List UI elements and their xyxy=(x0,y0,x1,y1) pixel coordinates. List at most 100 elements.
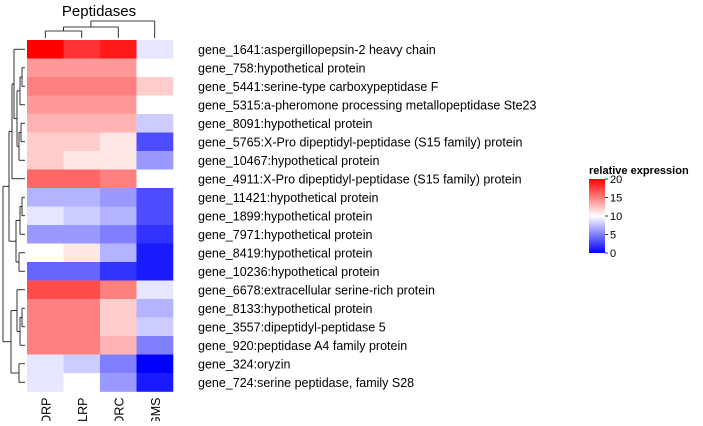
heatmap-cell xyxy=(100,58,137,78)
heatmap-cell xyxy=(63,280,101,300)
column-dendrogram xyxy=(44,20,156,38)
heatmap-cell xyxy=(136,354,174,374)
heatmap-cell xyxy=(27,317,64,337)
row-label: gene_8133:hypothetical protein xyxy=(198,302,372,316)
row-label: gene_920:peptidase A4 family protein xyxy=(198,339,407,353)
heatmap-cell xyxy=(63,151,101,170)
heatmap-cell xyxy=(100,169,137,189)
heatmap-cell xyxy=(27,206,64,226)
heatmap-cell xyxy=(27,225,64,244)
heatmap-cell xyxy=(100,225,137,244)
row-label: gene_324:oryzin xyxy=(198,357,290,371)
heatmap-cell xyxy=(100,299,137,318)
heatmap-cell xyxy=(63,169,101,189)
heatmap-cell xyxy=(63,188,101,207)
heatmap-cell xyxy=(136,58,174,78)
heatmap-cell xyxy=(136,114,174,133)
heatmap-cell xyxy=(27,243,64,263)
row-label: gene_4911:X-Pro dipeptidyl-peptidase (S1… xyxy=(198,172,522,186)
heatmap-cell xyxy=(63,373,101,392)
heatmap-cell xyxy=(27,280,64,300)
heatmap-cell xyxy=(136,262,174,281)
heatmap-cell xyxy=(100,373,137,392)
legend-tick-label: 10 xyxy=(610,211,622,223)
heatmap-cell xyxy=(63,40,101,59)
heatmap-cell xyxy=(63,132,101,152)
heatmap-cell xyxy=(63,206,101,226)
heatmap-cell xyxy=(136,373,174,392)
heatmap-cell xyxy=(27,58,64,78)
legend-tick-label: 15 xyxy=(610,193,622,205)
heatmap-cells xyxy=(27,40,174,392)
column-label: DRP xyxy=(39,398,53,422)
heatmap-cell xyxy=(136,169,174,189)
heatmap-cell xyxy=(63,225,101,244)
heatmap-cell xyxy=(100,317,137,337)
column-label: LRP xyxy=(76,398,90,422)
chart-title: Peptidases xyxy=(62,3,136,20)
heatmap-cell xyxy=(136,77,174,96)
heatmap-cell xyxy=(100,77,137,96)
heatmap-cell xyxy=(27,262,64,281)
heatmap-cell xyxy=(136,188,174,207)
row-labels: gene_1641:aspergillopepsin-2 heavy chain… xyxy=(198,43,536,390)
heatmap-cell xyxy=(100,95,137,115)
heatmap-cell xyxy=(27,95,64,115)
heatmap-cell xyxy=(63,95,101,115)
row-label: gene_11421:hypothetical protein xyxy=(198,191,379,205)
row-label: gene_5315:a-pheromone processing metallo… xyxy=(198,98,536,112)
heatmap-cell xyxy=(63,336,101,355)
color-legend: relative expression 0 5 10 15 20 xyxy=(589,165,689,260)
heatmap-cell xyxy=(63,114,101,133)
heatmap-cell xyxy=(136,299,174,318)
row-label: gene_3557:dipeptidyl-peptidase 5 xyxy=(198,320,386,334)
heatmap-cell xyxy=(100,40,137,59)
row-label: gene_1899:hypothetical protein xyxy=(198,209,372,223)
heatmap-cell xyxy=(27,336,64,355)
legend-color-bar xyxy=(589,179,605,253)
heatmap-cell xyxy=(27,77,64,96)
heatmap-cell xyxy=(136,132,174,152)
heatmap-cell xyxy=(100,280,137,300)
heatmap-cell xyxy=(136,206,174,226)
heatmap-cell xyxy=(27,114,64,133)
row-label: gene_10236:hypothetical protein xyxy=(198,265,379,279)
column-label: DRC xyxy=(112,398,126,422)
heatmap-cell xyxy=(100,114,137,133)
heatmap-cell xyxy=(136,280,174,300)
heatmap-cell xyxy=(100,151,137,170)
row-label: gene_10467:hypothetical protein xyxy=(198,154,379,168)
row-label: gene_7971:hypothetical protein xyxy=(198,228,372,242)
column-labels: DRP LRP DRC GMS xyxy=(39,398,163,426)
heatmap-cell xyxy=(27,132,64,152)
heatmap-cell xyxy=(63,58,101,78)
heatmap-cell xyxy=(27,169,64,189)
heatmap-cell xyxy=(63,77,101,96)
heatmap-cell xyxy=(100,336,137,355)
heatmap-cell xyxy=(136,243,174,263)
heatmap-cell xyxy=(27,40,64,59)
heatmap-cell xyxy=(100,243,137,263)
heatmap-cell xyxy=(27,151,64,170)
row-label: gene_6678:extracellular serine-rich prot… xyxy=(198,283,435,297)
heatmap-cell xyxy=(100,132,137,152)
column-label: GMS xyxy=(149,398,163,422)
heatmap-cell xyxy=(136,336,174,355)
heatmap-cell xyxy=(100,206,137,226)
heatmap-cell xyxy=(63,243,101,263)
row-label: gene_8419:hypothetical protein xyxy=(198,246,372,260)
heatmap-cell xyxy=(63,317,101,337)
heatmap-cell xyxy=(100,354,137,374)
row-dendrogram xyxy=(2,48,25,383)
heatmap-cell xyxy=(136,95,174,115)
heatmap-cell xyxy=(63,262,101,281)
heatmap-cell xyxy=(136,151,174,170)
heatmap-cell xyxy=(27,188,64,207)
legend-ticks: 0 5 10 15 20 xyxy=(605,174,622,260)
row-label: gene_724:serine peptidase, family S28 xyxy=(198,376,414,390)
heatmap-cell xyxy=(100,188,137,207)
heatmap-cell xyxy=(27,354,64,374)
heatmap-cell xyxy=(63,299,101,318)
